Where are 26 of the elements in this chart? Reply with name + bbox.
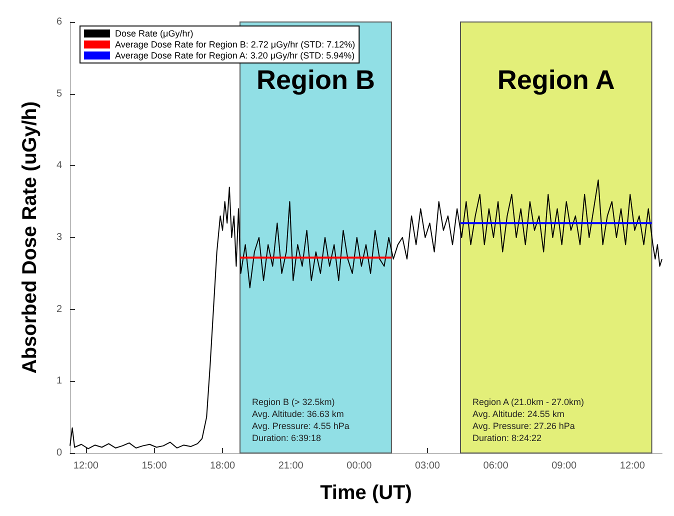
y-axis-title: Absorbed Dose Rate (uGy/h) xyxy=(19,101,41,374)
band-label: Region B xyxy=(256,65,375,95)
x-tick-label: 03:00 xyxy=(414,460,440,472)
annotation: Region B (> 32.5km) Avg. Altitude: 36.63 km Avg. Pressure: 4.55 hPa Duration: 6:39:18 xyxy=(252,397,350,443)
x-tick-label: 12:00 xyxy=(620,460,646,472)
y-tick-label: 3 xyxy=(56,232,62,243)
annotation: Region A (21.0km - 27.0km) Avg. Altitude: 24.55 km Avg. Pressure: 27.26 hPa Duration: 8:24:22 xyxy=(472,397,584,443)
y-tick-label: 0 xyxy=(56,448,62,458)
y-tick-label: 5 xyxy=(56,88,62,100)
x-tick-label: 09:00 xyxy=(552,460,578,472)
legend-label: Dose Rate (μGy/hr) xyxy=(115,28,194,38)
x-axis-title: Time (UT) xyxy=(320,482,412,504)
x-tick-label: 21:00 xyxy=(278,460,304,472)
line-series xyxy=(70,180,662,450)
y-tick-label: 4 xyxy=(56,160,62,172)
x-tick-label: 18:00 xyxy=(210,460,236,472)
x-tick-label: 00:00 xyxy=(346,460,372,472)
x-tick-label: 15:00 xyxy=(142,460,168,472)
band-label: Region A xyxy=(497,65,615,95)
x-tick-label: 06:00 xyxy=(483,460,509,472)
y-tick-label: 6 xyxy=(56,16,62,28)
legend-label: Average Dose Rate for Region B: 2.72 μGy/hr (STD: 7.12%) xyxy=(115,40,356,50)
x-tick-label: 12:00 xyxy=(73,460,99,472)
y-tick-label: 2 xyxy=(56,304,62,315)
y-tick-label: 1 xyxy=(56,376,62,387)
legend-label: Average Dose Rate for Region A: 3.20 μGy/hr (STD: 5.94%) xyxy=(115,50,355,60)
